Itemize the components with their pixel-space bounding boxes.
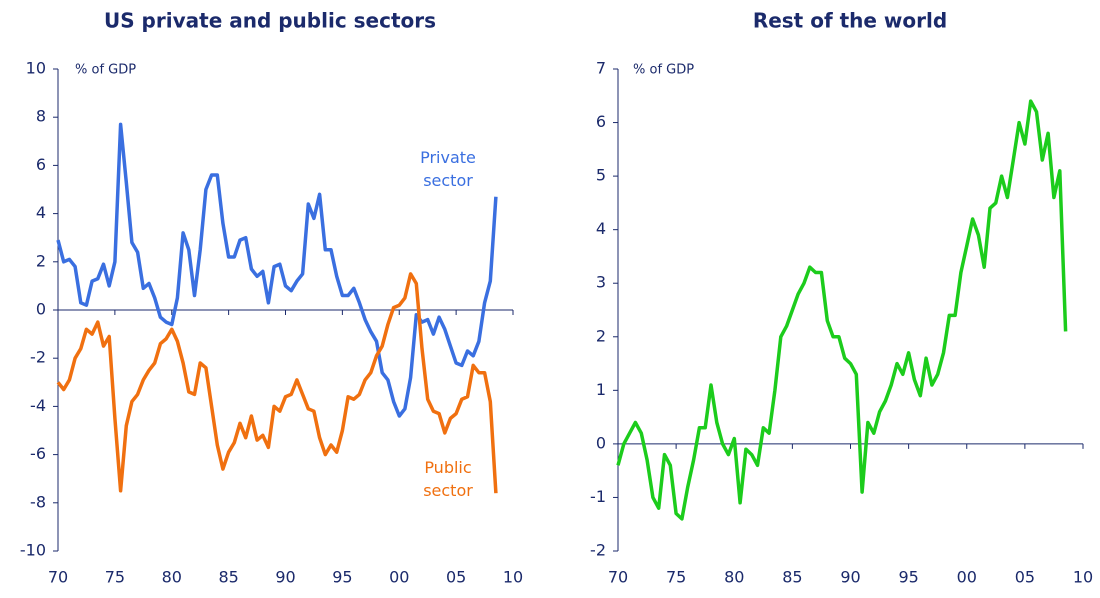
x-tick-label: 05 [446, 568, 466, 587]
y-tick-label: -4 [30, 396, 46, 415]
y-tick-label: 4 [36, 203, 46, 222]
y-tick-label: -8 [30, 492, 46, 511]
x-tick-label: 70 [48, 568, 68, 587]
y-tick-label: 2 [36, 251, 46, 270]
y-tick-label: 2 [596, 326, 606, 345]
y-tick-label: 0 [36, 300, 46, 319]
y-tick-label: -6 [30, 444, 46, 463]
chart-title: Rest of the world [753, 9, 947, 33]
x-tick-label: 00 [389, 568, 409, 587]
x-tick-label: 00 [957, 568, 977, 587]
axis-annotation: % of GDP [633, 63, 694, 78]
y-tick-label: 7 [596, 59, 606, 78]
x-tick-label: 85 [218, 568, 238, 587]
y-tick-label: -1 [590, 487, 606, 506]
y-tick-label: 5 [596, 166, 606, 185]
y-tick-label: 6 [36, 155, 46, 174]
axis-annotation: % of GDP [75, 63, 136, 78]
x-tick-label: 80 [162, 568, 182, 587]
x-tick-label: 95 [332, 568, 352, 587]
y-tick-label: 1 [596, 380, 606, 399]
x-tick-label: 75 [105, 568, 125, 587]
y-tick-label: 4 [596, 219, 606, 238]
x-tick-label: 95 [898, 568, 918, 587]
data-line [56, 272, 498, 494]
series-label: Private sector [420, 148, 476, 190]
y-tick-label: 6 [596, 112, 606, 131]
data-line [616, 99, 1068, 521]
y-tick-label: 8 [36, 107, 46, 126]
y-tick-label: 10 [26, 59, 46, 78]
x-tick-label: 85 [782, 568, 802, 587]
x-tick-label: 10 [503, 568, 523, 587]
x-tick-label: 75 [666, 568, 686, 587]
x-tick-label: 10 [1073, 568, 1093, 587]
y-tick-label: -10 [20, 541, 46, 560]
series-label: Public sector [423, 458, 473, 500]
chart-title: US private and public sectors [104, 9, 436, 33]
data-line [56, 122, 498, 418]
y-tick-label: 3 [596, 273, 606, 292]
x-tick-label: 90 [275, 568, 295, 587]
y-tick-label: -2 [30, 348, 46, 367]
x-tick-label: 70 [608, 568, 628, 587]
x-tick-label: 80 [724, 568, 744, 587]
y-tick-label: -2 [590, 541, 606, 560]
x-tick-label: 05 [1015, 568, 1035, 587]
y-tick-label: 0 [596, 433, 606, 452]
x-tick-label: 90 [840, 568, 860, 587]
